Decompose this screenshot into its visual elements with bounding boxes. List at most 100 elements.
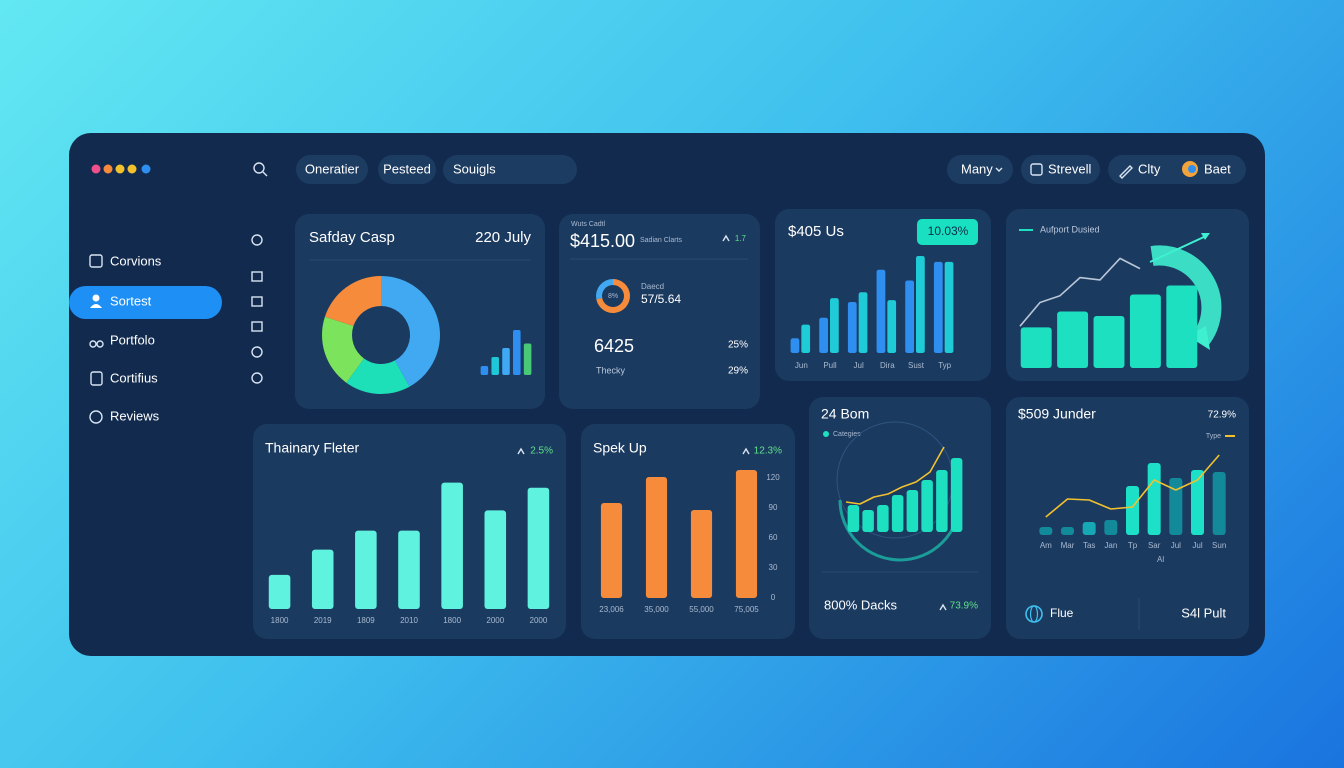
x-tick-label: Am xyxy=(1040,541,1052,550)
bar xyxy=(1057,311,1089,368)
action-button[interactable] xyxy=(1021,155,1100,184)
note: Sadian Clarts xyxy=(640,237,683,244)
bar xyxy=(1039,527,1053,535)
stat: 6425 xyxy=(594,336,634,356)
x-tick-label: 2019 xyxy=(314,616,332,625)
badge: 10.03% xyxy=(928,224,969,238)
bar xyxy=(876,269,886,353)
bar xyxy=(480,366,489,375)
up-arrow xyxy=(742,447,750,455)
card-title: 24 Bom xyxy=(821,406,869,422)
card-title: $405 Us xyxy=(788,223,844,240)
x-tick-label: 35,000 xyxy=(644,605,669,614)
nav-item[interactable]: Corvions xyxy=(110,253,162,268)
bar xyxy=(858,292,868,353)
bar xyxy=(1169,478,1183,535)
bar xyxy=(735,470,758,598)
bar xyxy=(398,530,420,609)
card-title: Spek Up xyxy=(593,440,647,456)
menu-label[interactable]: Many xyxy=(961,161,993,176)
bar xyxy=(905,280,914,353)
x-tick-label: Jan xyxy=(1104,541,1117,550)
bar xyxy=(877,505,889,532)
action-label[interactable]: Clty xyxy=(1138,161,1161,176)
tool-icons[interactable] xyxy=(251,234,263,384)
bar xyxy=(484,510,507,609)
nav-item[interactable]: Reviews xyxy=(110,408,160,423)
badge-bg xyxy=(917,219,978,245)
card-date: 220 July xyxy=(475,229,531,246)
footer-right: S4l Pult xyxy=(1181,605,1226,620)
legend-label: Type xyxy=(1206,433,1221,440)
x-tick-label: 2000 xyxy=(530,616,548,625)
stat-pct: 25% xyxy=(728,340,748,351)
legend-label: Aufport Dusied xyxy=(1040,224,1100,234)
pie-slice xyxy=(595,279,613,300)
tab[interactable] xyxy=(378,155,436,184)
badge: 2.5% xyxy=(530,446,553,457)
x-tick-label: Jul xyxy=(1171,541,1181,550)
search-icon[interactable] xyxy=(253,162,268,177)
up-arrow xyxy=(517,447,525,455)
legend-swatch xyxy=(823,431,829,437)
bar xyxy=(1191,470,1204,535)
action-label[interactable]: Strevell xyxy=(1048,161,1091,176)
x-tick-label: 23,006 xyxy=(599,605,624,614)
bar xyxy=(847,302,857,353)
bar xyxy=(830,298,839,353)
y-tick-label: 0 xyxy=(771,593,776,602)
active-item[interactable] xyxy=(69,286,222,319)
caret xyxy=(995,167,1003,172)
up-arrow xyxy=(939,603,947,611)
bar xyxy=(527,487,550,609)
bar xyxy=(906,490,919,532)
y-tick-label: 120 xyxy=(766,473,780,482)
bar xyxy=(355,530,377,609)
nav-item[interactable]: Sortest xyxy=(110,293,152,308)
footer: 800% Dacks xyxy=(824,597,897,612)
x-tick-label: 2000 xyxy=(486,616,504,625)
search-field[interactable] xyxy=(443,155,577,184)
nav-item[interactable]: Cortifius xyxy=(110,370,158,385)
x-tick-label: 1800 xyxy=(443,616,461,625)
x-tick-label: Typ xyxy=(938,361,951,370)
tab-label[interactable]: Souigls xyxy=(453,161,496,176)
action-button[interactable] xyxy=(1108,155,1246,184)
bar xyxy=(690,510,713,598)
bar xyxy=(268,574,291,609)
up-arrow xyxy=(722,234,730,242)
bar xyxy=(921,480,933,532)
bar xyxy=(950,458,963,532)
bar xyxy=(600,503,623,598)
bar xyxy=(801,324,811,353)
badge: 1.7 xyxy=(735,234,747,243)
menu-button[interactable] xyxy=(947,155,1013,184)
bar xyxy=(523,343,532,375)
bar xyxy=(790,338,800,353)
x-tick-label: Sust xyxy=(908,361,925,370)
stat-pct: 29% xyxy=(728,366,748,377)
tab-label[interactable]: Oneratier xyxy=(305,161,360,176)
tab-label[interactable]: Pesteed xyxy=(383,161,431,176)
stat-label: Thecky xyxy=(596,365,626,375)
tab[interactable] xyxy=(296,155,368,184)
line xyxy=(1019,257,1141,327)
x-tick-label: Tas xyxy=(1083,541,1095,550)
pie-slice xyxy=(324,276,381,327)
bar xyxy=(891,495,904,532)
bar xyxy=(1129,294,1161,368)
nav-item[interactable]: Portfolo xyxy=(110,332,155,347)
line xyxy=(1045,454,1220,518)
y-tick-label: 30 xyxy=(769,563,778,572)
x-tick-label: 55,000 xyxy=(689,605,714,614)
card-title: $509 Junder xyxy=(1018,406,1096,422)
action-label[interactable]: Baet xyxy=(1204,161,1231,176)
sidebar-icons xyxy=(89,254,104,424)
gauge-arrow xyxy=(1149,233,1222,350)
badge: 72.9% xyxy=(1208,410,1236,421)
y-tick-label: 60 xyxy=(769,533,778,542)
x-tick-label: Sar xyxy=(1148,541,1161,550)
x-tick-label: 1809 xyxy=(357,616,375,625)
badge: 12.3% xyxy=(754,446,782,457)
